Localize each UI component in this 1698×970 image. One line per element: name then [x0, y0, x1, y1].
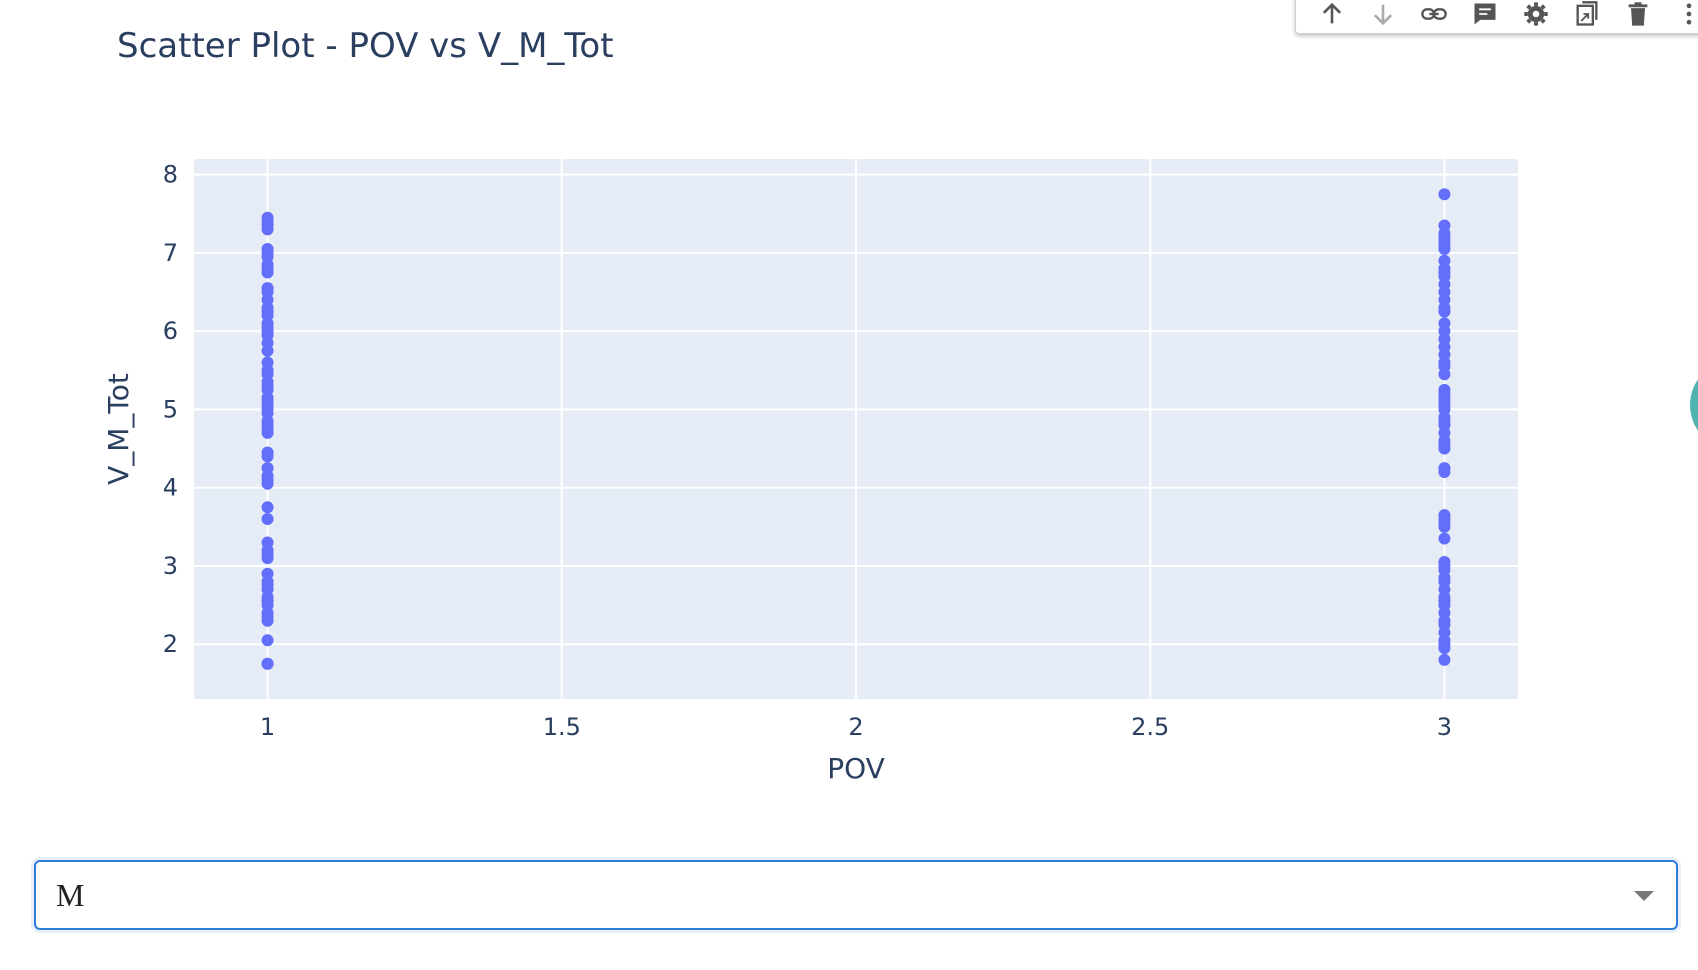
copy-icon: [1576, 1, 1597, 26]
data-point[interactable]: [1438, 532, 1451, 545]
scatter-chart: Scatter Plot - POV vs V_M_Tot 1 1.5 2 2.5 3 …: [102, 26, 1518, 785]
data-point[interactable]: [261, 215, 274, 228]
y-tick-label: 4: [163, 474, 178, 502]
data-point[interactable]: [1438, 325, 1451, 338]
more-icon: [1686, 3, 1691, 25]
copy-cell-button[interactable]: [1561, 0, 1612, 31]
link-icon: [1420, 8, 1447, 20]
data-point[interactable]: [1438, 254, 1451, 267]
settings-button[interactable]: [1510, 0, 1561, 31]
data-point[interactable]: [261, 473, 274, 486]
chevron-down-icon: [1634, 891, 1654, 901]
data-point[interactable]: [261, 262, 274, 275]
x-tick-label: 1.5: [543, 713, 581, 741]
x-tick-label: 2: [848, 713, 863, 741]
x-axis-title: POV: [827, 752, 885, 785]
data-point[interactable]: [261, 379, 274, 392]
data-point[interactable]: [261, 368, 274, 381]
more-options-button[interactable]: [1663, 0, 1698, 31]
y-axis-title: V_M_Tot: [102, 373, 135, 485]
data-point[interactable]: [261, 286, 274, 299]
y-tick-label: 5: [163, 395, 178, 423]
y-tick-label: 8: [163, 161, 178, 189]
data-point[interactable]: [1438, 243, 1451, 255]
comment-icon: [1474, 3, 1495, 25]
data-point[interactable]: [261, 321, 274, 334]
x-tick-label: 3: [1437, 713, 1452, 741]
copy-link-button[interactable]: [1408, 0, 1459, 31]
trash-icon: [1628, 2, 1647, 26]
x-tick-label: 1: [260, 713, 275, 741]
data-point[interactable]: [1438, 231, 1451, 244]
x-axis-ticks: 1 1.5 2 2.5 3: [260, 713, 1452, 741]
data-point[interactable]: [1438, 575, 1451, 588]
data-point[interactable]: [261, 501, 274, 514]
data-point[interactable]: [261, 610, 274, 623]
data-point[interactable]: [1438, 415, 1451, 428]
chart-title: Scatter Plot - POV vs V_M_Tot: [117, 26, 614, 66]
x-tick-label: 2.5: [1131, 713, 1169, 741]
data-point[interactable]: [261, 305, 274, 318]
comment-button[interactable]: [1459, 0, 1510, 31]
cell-toolbar: [1295, 0, 1698, 34]
data-point[interactable]: [261, 462, 274, 475]
y-tick-label: 7: [163, 239, 178, 267]
y-tick-label: 6: [163, 317, 178, 345]
data-point[interactable]: [261, 419, 274, 432]
dropdown-selected-value: M: [56, 876, 85, 913]
data-point[interactable]: [1438, 599, 1451, 612]
data-point[interactable]: [1438, 618, 1451, 631]
data-point[interactable]: [1438, 266, 1451, 279]
data-point[interactable]: [261, 536, 274, 549]
gear-icon: [1523, 2, 1548, 26]
side-action-button[interactable]: [1690, 360, 1698, 450]
data-point[interactable]: [1438, 438, 1451, 451]
grid-lines: [194, 159, 1518, 699]
data-point[interactable]: [261, 595, 274, 608]
data-point[interactable]: [261, 246, 274, 259]
data-point[interactable]: [261, 657, 274, 670]
data-point[interactable]: [1438, 219, 1451, 232]
delete-cell-button[interactable]: [1612, 0, 1663, 31]
data-point[interactable]: [1438, 462, 1451, 475]
data-point[interactable]: [261, 399, 274, 412]
data-point[interactable]: [1438, 653, 1451, 666]
data-point[interactable]: [1438, 638, 1451, 651]
data-point[interactable]: [1438, 513, 1451, 525]
y-tick-label: 2: [163, 630, 178, 658]
data-point[interactable]: [1438, 559, 1451, 572]
arrow-up-icon: [1322, 2, 1341, 24]
move-up-button[interactable]: [1306, 0, 1357, 31]
data-point[interactable]: [1438, 305, 1451, 318]
data-points: [261, 188, 1451, 670]
data-point[interactable]: [1438, 356, 1451, 369]
filter-dropdown[interactable]: M: [34, 860, 1678, 930]
move-down-button[interactable]: [1357, 0, 1408, 31]
y-axis-ticks: 2 3 4 5 6 7 8: [163, 161, 178, 659]
y-tick-label: 3: [163, 552, 178, 580]
data-point[interactable]: [1438, 188, 1451, 201]
data-point[interactable]: [261, 446, 274, 459]
arrow-down-icon: [1373, 4, 1392, 26]
data-point[interactable]: [261, 579, 274, 592]
data-point[interactable]: [261, 548, 274, 561]
data-point[interactable]: [261, 634, 274, 647]
data-point[interactable]: [261, 567, 274, 580]
data-point[interactable]: [1438, 387, 1451, 400]
data-point[interactable]: [261, 513, 274, 525]
data-point[interactable]: [261, 356, 274, 369]
